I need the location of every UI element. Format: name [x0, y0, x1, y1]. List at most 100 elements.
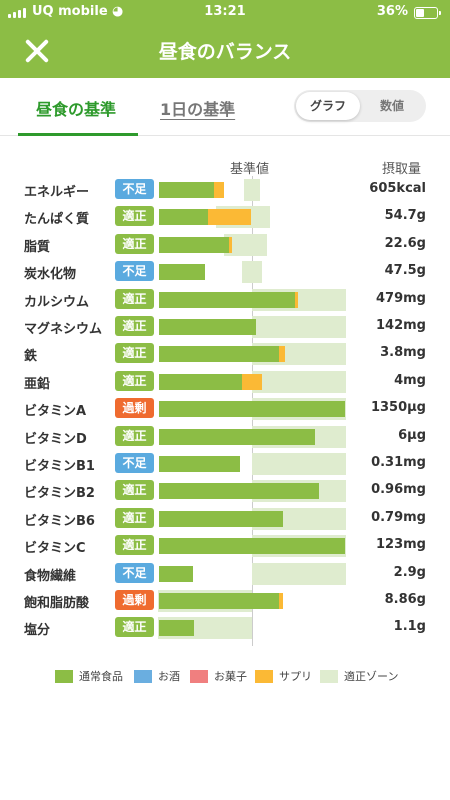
battery-icon — [414, 7, 441, 19]
nutrient-amount: 2.9g — [393, 564, 426, 580]
supplement-bar — [229, 236, 232, 253]
status-badge: 適正 — [115, 316, 154, 336]
nutrient-row: ビタミンB6 適正 0.79mg — [0, 506, 450, 533]
legend-item-supplement: サプリ — [255, 668, 312, 684]
legend-item-zone: 適正ゾーン — [320, 668, 398, 684]
food-bar — [159, 593, 279, 609]
nutrient-name: 亜鉛 — [24, 376, 51, 392]
food-bar — [159, 620, 194, 637]
legend-item-alcohol: お酒 — [134, 668, 180, 684]
food-bar — [159, 401, 345, 418]
food-bar — [159, 538, 345, 555]
nutrient-row: たんぱく質 適正 54.7g — [0, 204, 450, 231]
status-badge: 適正 — [115, 480, 154, 501]
nutrient-row: 亜鉛 適正 4mg — [0, 369, 450, 396]
nutrient-name: たんぱく質 — [24, 212, 90, 228]
signal-icon — [8, 8, 26, 18]
food-bar — [159, 428, 315, 445]
nutrient-name: ビタミンD — [24, 431, 87, 447]
food-bar — [159, 236, 229, 253]
battery-percent: 36% — [376, 4, 408, 19]
food-bar — [159, 291, 295, 308]
nutrient-row: カルシウム 適正 479mg — [0, 287, 450, 314]
legend-item-snack: お菓子 — [190, 668, 247, 684]
nutrient-amount: 0.31mg — [371, 455, 426, 470]
nutrient-row: ビタミンD 適正 6µg — [0, 424, 450, 451]
nutrient-name: ビタミンB6 — [24, 513, 95, 529]
tab-lunch-standard[interactable]: 昼食の基準 — [36, 100, 117, 119]
legend-swatch — [55, 669, 73, 683]
status-badge: 不足 — [115, 179, 154, 199]
supplement-bar — [208, 209, 251, 226]
status-time: 13:21 — [204, 4, 246, 19]
food-bar — [159, 483, 319, 500]
nutrient-row: マグネシウム 適正 142mg — [0, 314, 450, 341]
food-bar — [159, 565, 193, 582]
nutrient-name: ビタミンB1 — [24, 459, 95, 474]
food-bar — [159, 264, 205, 281]
nutrient-amount: 54.7g — [384, 208, 426, 224]
nutrient-amount: 3.8mg — [380, 345, 426, 361]
nutrient-name: ビタミンC — [24, 541, 86, 557]
nutrient-name: エネルギー — [24, 185, 90, 200]
nutrient-row: 鉄 適正 3.8mg — [0, 341, 450, 368]
view-toggle: グラフ 数値 — [294, 90, 426, 122]
reference-column-header: 基準値 — [230, 162, 270, 177]
status-badge: 過剰 — [115, 590, 154, 610]
optimal-zone — [224, 233, 267, 256]
toggle-values-button[interactable]: 数値 — [379, 99, 404, 113]
nutrient-name: 塩分 — [24, 623, 51, 639]
legend: 通常食品 お酒 お菓子 サプリ 適正ゾーン — [0, 668, 450, 688]
supplement-bar — [242, 373, 262, 390]
nutrient-amount: 0.79mg — [371, 509, 426, 525]
nutrient-amount: 1350µg — [370, 400, 426, 416]
optimal-zone — [242, 261, 262, 284]
legend-swatch — [190, 669, 208, 683]
nutrient-amount: 4mg — [394, 372, 426, 388]
nutrient-name: マグネシウム — [24, 322, 103, 337]
nutrient-amount: 22.6g — [384, 235, 426, 251]
status-badge: 不足 — [115, 261, 154, 282]
intake-column-header: 摂取量 — [382, 162, 422, 177]
nutrient-amount: 8.86g — [384, 592, 426, 607]
legend-label: お酒 — [158, 670, 180, 683]
food-bar — [159, 510, 283, 527]
nutrient-row: ビタミンB2 適正 0.96mg — [0, 478, 450, 505]
optimal-zone — [252, 453, 346, 475]
header-bar: UQ mobile ◕ 13:21 36% 昼食のバランス — [0, 0, 450, 78]
status-badge: 適正 — [115, 617, 154, 638]
status-badge: 適正 — [115, 233, 154, 254]
nutrient-name: ビタミンA — [24, 404, 87, 420]
nutrient-row: 塩分 適正 1.1g — [0, 615, 450, 642]
status-badge: 適正 — [115, 370, 154, 391]
supplement-bar — [214, 182, 224, 198]
optimal-zone — [252, 370, 346, 393]
status-badge: 不足 — [115, 453, 154, 473]
nutrient-name: 食物繊維 — [24, 568, 77, 584]
nutrient-amount: 47.5g — [384, 263, 426, 279]
status-badge: 適正 — [115, 425, 154, 446]
legend-label: 通常食品 — [79, 670, 123, 683]
food-bar — [159, 456, 240, 472]
nutrient-row: 脂質 適正 22.6g — [0, 232, 450, 259]
nutrient-name: 鉄 — [24, 349, 38, 365]
nutrient-name: ビタミンB2 — [24, 486, 95, 502]
nutrient-name: 炭水化物 — [24, 267, 77, 283]
tab-daily-standard[interactable]: 1日の基準 — [160, 100, 236, 119]
supplement-bar — [279, 346, 285, 363]
optimal-zone — [244, 179, 260, 201]
food-bar — [159, 182, 214, 198]
nutrient-amount: 605kcal — [369, 181, 426, 196]
nutrient-amount: 479mg — [376, 290, 426, 306]
status-badge: 不足 — [115, 562, 154, 583]
status-badge: 過剰 — [115, 398, 154, 419]
legend-swatch — [134, 669, 152, 683]
carrier-name: UQ mobile — [32, 4, 108, 19]
status-badge: 適正 — [115, 507, 154, 528]
nutrient-row: ビタミンC 適正 123mg — [0, 533, 450, 560]
status-badge: 適正 — [115, 288, 154, 309]
nutrient-amount: 6µg — [398, 427, 426, 443]
active-tab-indicator — [18, 133, 138, 136]
toggle-graph-button[interactable]: グラフ — [296, 92, 360, 120]
page-title: 昼食のバランス — [158, 41, 292, 63]
